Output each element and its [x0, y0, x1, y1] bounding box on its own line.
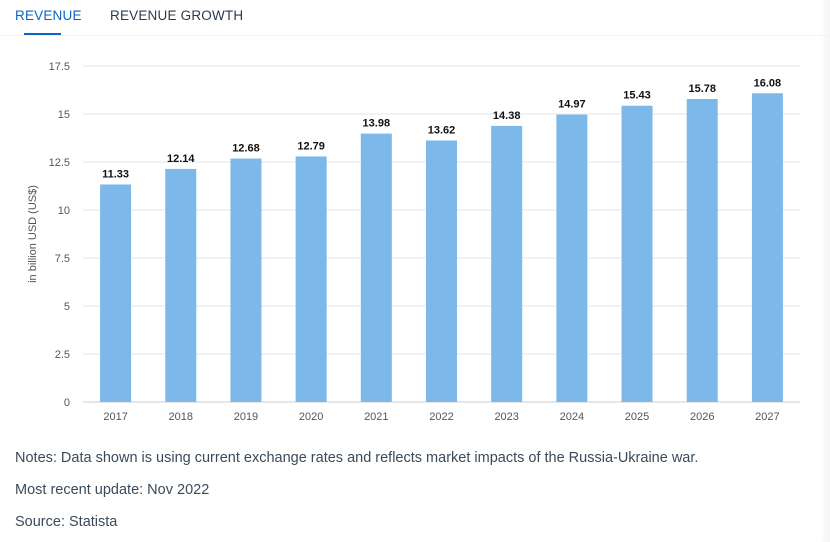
x-tick-label: 2020	[299, 411, 323, 423]
bar	[360, 133, 392, 403]
tab-revenue[interactable]: REVENUE	[15, 8, 82, 23]
bar-chart: 0 2.5 5 7.5 10 12.5 15 17.5 in billion USD (US$)…	[27, 61, 800, 423]
data-label: 12.68	[232, 143, 260, 155]
bar	[556, 114, 588, 403]
x-tick-label: 2026	[690, 411, 714, 423]
bar	[751, 93, 783, 402]
bar	[426, 140, 457, 402]
chart-panel: 0 2.5 5 7.5 10 12.5 15 17.5 in billion USD (US$)…	[0, 40, 830, 436]
bar	[230, 158, 262, 402]
x-tick-label: 2021	[364, 411, 388, 423]
y-tick-label: 12.5	[49, 157, 70, 169]
y-axis-title: in billion USD (US$)	[27, 185, 39, 283]
bar	[491, 125, 523, 403]
y-tick-label: 10	[58, 205, 70, 217]
y-tick-label: 17.5	[49, 61, 70, 73]
x-tick-label: 2022	[429, 411, 453, 423]
chart-notes: Notes: Data shown is using current excha…	[15, 450, 699, 466]
bar	[295, 156, 327, 402]
y-tick-label: 0	[64, 397, 70, 409]
data-label: 15.43	[623, 90, 651, 102]
bar	[165, 168, 197, 402]
header-divider	[0, 35, 830, 36]
data-label: 16.08	[754, 77, 782, 89]
x-tick-label: 2023	[494, 411, 518, 423]
x-tick-label: 2019	[234, 411, 258, 423]
edge-shadow	[820, 0, 830, 542]
source: Source: Statista	[15, 514, 118, 530]
data-label: 14.97	[558, 99, 586, 111]
data-label: 12.79	[297, 140, 325, 152]
x-tick-label: 2018	[169, 411, 193, 423]
data-label: 13.62	[428, 124, 456, 136]
bar	[100, 184, 132, 402]
active-tab-indicator	[24, 33, 61, 35]
x-tick-label: 2027	[755, 411, 779, 423]
x-tick-label: 2017	[103, 411, 127, 423]
data-label: 12.14	[167, 153, 195, 165]
data-label: 14.38	[493, 110, 521, 122]
data-label: 11.33	[102, 168, 129, 180]
x-tick-label: 2024	[560, 411, 584, 423]
tab-bar: REVENUE REVENUE GROWTH	[0, 0, 830, 36]
y-tick-label: 2.5	[55, 349, 70, 361]
last-update: Most recent update: Nov 2022	[15, 482, 210, 498]
y-tick-label: 7.5	[55, 253, 70, 265]
x-tick-label: 2025	[625, 411, 649, 423]
y-tick-label: 5	[64, 301, 70, 313]
data-label: 13.98	[363, 118, 391, 130]
bar	[621, 105, 653, 402]
tab-revenue-growth[interactable]: REVENUE GROWTH	[110, 8, 244, 23]
y-tick-label: 15	[58, 109, 70, 121]
data-label: 15.78	[688, 83, 716, 95]
bar	[686, 99, 718, 403]
